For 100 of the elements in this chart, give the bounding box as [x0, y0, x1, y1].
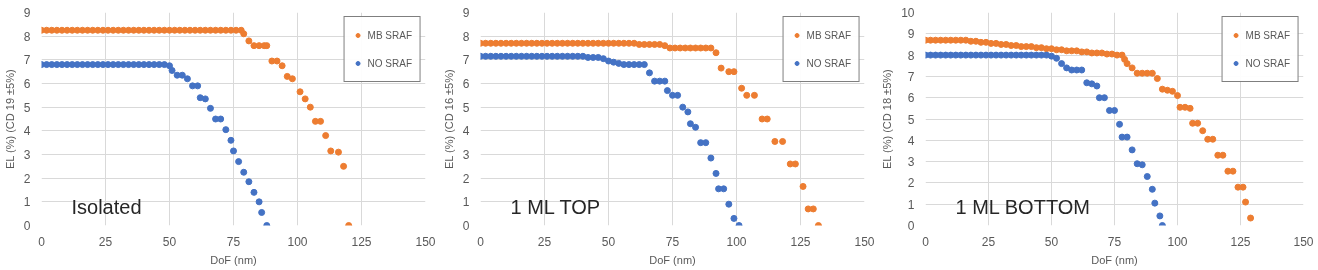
x-tick-label: 150 — [854, 234, 875, 249]
point — [255, 198, 263, 206]
point — [160, 61, 168, 69]
x-tick-label: 75 — [226, 234, 241, 249]
annotation: 1 ML TOP — [510, 195, 601, 218]
y-tick-label: 5 — [462, 100, 470, 115]
y-tick-label: 2 — [462, 171, 470, 186]
y-tick-label: 3 — [23, 148, 31, 162]
y-tick-label: 9 — [23, 6, 31, 20]
point — [1151, 199, 1159, 207]
x-tick-label: 125 — [790, 234, 811, 249]
point — [168, 66, 176, 74]
x-tick-label: 150 — [415, 234, 436, 249]
point — [235, 158, 243, 166]
point — [222, 126, 230, 134]
point — [679, 103, 687, 111]
point — [1143, 173, 1151, 180]
point — [178, 71, 186, 79]
y-tick-label: 0 — [462, 219, 470, 233]
y-tick-label: 3 — [907, 155, 915, 170]
legend-label: MB SRAF — [806, 29, 851, 41]
point — [661, 77, 669, 85]
point — [502, 52, 510, 60]
x-axis-title: DoF (nm) — [649, 253, 696, 266]
point — [227, 136, 235, 144]
point — [258, 208, 266, 216]
point — [1128, 146, 1136, 154]
y-tick-label: 1 — [462, 195, 470, 210]
annotation: 1 ML BOTTOM — [955, 195, 1090, 218]
point — [674, 91, 682, 99]
point — [73, 61, 81, 69]
point — [1116, 120, 1124, 128]
y-tick-label: 3 — [462, 148, 470, 162]
y-tick-label: 1 — [907, 197, 915, 212]
point — [194, 82, 202, 90]
y-tick-label: 9 — [907, 27, 915, 42]
point — [1105, 106, 1113, 114]
point — [1156, 212, 1164, 220]
point — [1058, 60, 1066, 68]
x-tick-label: 0 — [922, 234, 930, 249]
point — [217, 115, 225, 123]
point — [1138, 161, 1146, 169]
y-tick-label: 10 — [901, 6, 915, 20]
x-axis-title: DoF (nm) — [1091, 253, 1138, 266]
point — [594, 53, 602, 61]
legend-label: NO SRAF — [367, 57, 412, 69]
y-axis-title: EL (%) (CD 18 ±5%) — [881, 69, 894, 170]
point — [1078, 66, 1086, 74]
x-tick-label: 25 — [981, 234, 996, 249]
x-tick-label: 125 — [1230, 234, 1251, 249]
point — [119, 61, 127, 69]
x-tick-label: 0 — [38, 234, 46, 249]
legend-label: NO SRAF — [806, 57, 851, 69]
point — [230, 147, 237, 155]
y-tick-label: 8 — [23, 29, 31, 44]
x-tick-label: 25 — [98, 234, 113, 249]
y-tick-label: 9 — [462, 6, 470, 20]
point — [173, 71, 181, 79]
x-tick-label: 100 — [726, 234, 747, 249]
point — [707, 154, 715, 162]
point — [240, 168, 248, 176]
point — [1133, 160, 1141, 168]
y-tick-label: 4 — [907, 133, 915, 148]
point — [684, 108, 692, 116]
y-tick-label: 8 — [907, 48, 915, 63]
x-tick-label: 50 — [1044, 234, 1059, 249]
point — [206, 104, 214, 112]
annotation: Isolated — [71, 195, 142, 218]
y-tick-label: 7 — [907, 69, 915, 84]
y-axis-title: EL (%) (CD 16 ±5%) — [442, 69, 455, 170]
y-tick-label: 0 — [23, 219, 31, 233]
point — [663, 87, 671, 95]
point — [645, 69, 653, 77]
point — [1053, 54, 1061, 62]
y-tick-label: 0 — [907, 219, 915, 233]
point — [997, 51, 1005, 59]
point — [692, 123, 700, 131]
point — [720, 185, 728, 193]
point — [1148, 185, 1156, 193]
y-tick-label: 8 — [462, 29, 470, 44]
y-tick-label: 7 — [23, 53, 31, 68]
point — [1027, 51, 1035, 59]
y-tick-label: 2 — [23, 171, 31, 186]
point — [543, 52, 551, 60]
point — [183, 75, 191, 83]
y-tick-label: 7 — [462, 53, 470, 68]
point — [712, 169, 720, 177]
x-tick-label: 100 — [287, 234, 308, 249]
legend-label: NO SRAF — [1245, 57, 1290, 69]
point — [686, 120, 694, 128]
y-axis-title: EL (%) (CD 19 ±5%) — [3, 69, 16, 170]
point — [730, 214, 738, 222]
point — [245, 178, 253, 186]
point — [640, 61, 648, 69]
x-tick-label: 75 — [1107, 234, 1122, 249]
point — [1093, 82, 1101, 90]
y-tick-label: 2 — [907, 176, 915, 191]
point — [599, 55, 607, 63]
x-tick-label: 125 — [351, 234, 372, 249]
x-tick-label: 50 — [162, 234, 177, 249]
